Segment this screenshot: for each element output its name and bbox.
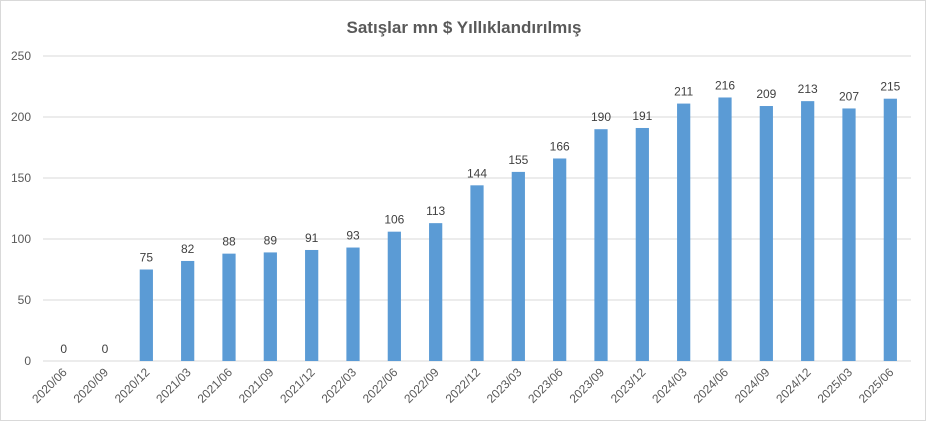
y-tick-label: 250 xyxy=(11,49,31,63)
bar xyxy=(305,249,319,361)
bar xyxy=(387,231,401,361)
data-label: 211 xyxy=(674,85,693,99)
bar xyxy=(429,223,443,361)
data-label: 106 xyxy=(384,213,404,227)
x-tick-label: 2020/06 xyxy=(29,365,70,406)
data-label: 207 xyxy=(839,89,859,103)
x-tick-label: 2025/06 xyxy=(856,365,897,406)
bar xyxy=(635,127,649,361)
x-tick-label: 2024/06 xyxy=(691,365,732,406)
data-label: 113 xyxy=(426,204,445,218)
x-tick-label: 2021/12 xyxy=(277,365,318,406)
bars xyxy=(139,97,897,362)
bar xyxy=(181,260,195,361)
bar xyxy=(139,269,153,361)
data-label: 213 xyxy=(798,82,818,96)
x-tick-label: 2023/12 xyxy=(608,365,649,406)
data-label: 166 xyxy=(550,139,570,153)
y-tick-label: 0 xyxy=(24,354,31,368)
bar xyxy=(594,129,608,361)
x-tick-label: 2022/03 xyxy=(319,365,360,406)
data-label: 0 xyxy=(102,342,109,356)
chart-title: Satışlar mn $ Yıllıklandırılmış xyxy=(347,18,582,37)
bar xyxy=(801,101,815,361)
bar xyxy=(842,108,856,362)
x-tick-label: 2021/06 xyxy=(195,365,236,406)
data-label: 89 xyxy=(264,233,278,247)
data-label: 82 xyxy=(181,242,195,256)
bar xyxy=(677,103,691,361)
bar xyxy=(883,98,897,361)
data-label: 144 xyxy=(467,166,487,180)
x-tick-label: 2022/06 xyxy=(360,365,401,406)
data-labels: 0 0 75 82 88 89 91 93 106 113 144 155 166 190 191 211 21… xyxy=(60,78,900,356)
y-tick-label: 200 xyxy=(11,110,31,124)
data-label: 209 xyxy=(756,87,776,101)
x-tick-label: 2024/03 xyxy=(649,365,690,406)
x-tick-label: 2025/03 xyxy=(815,365,856,406)
x-tick-label: 2023/09 xyxy=(567,365,608,406)
data-label: 0 xyxy=(60,342,67,356)
x-tick-label: 2021/09 xyxy=(236,365,277,406)
x-tick-label: 2020/09 xyxy=(71,365,112,406)
data-label: 91 xyxy=(305,231,319,245)
bar xyxy=(346,247,360,361)
data-label: 216 xyxy=(715,78,735,92)
bar xyxy=(553,158,567,361)
y-tick-label: 100 xyxy=(11,232,31,246)
x-axis-ticks: 2020/06 2020/09 2020/12 2021/03 2021/06 2021/… xyxy=(29,365,896,406)
x-tick-label: 2022/12 xyxy=(443,365,484,406)
data-label: 93 xyxy=(346,229,360,243)
y-axis-ticks: 0 50 100 150 200 250 xyxy=(11,49,31,368)
data-label: 190 xyxy=(591,110,611,124)
x-tick-label: 2021/03 xyxy=(153,365,194,406)
bar xyxy=(511,171,525,361)
x-tick-label: 2020/12 xyxy=(112,365,153,406)
data-label: 88 xyxy=(222,235,236,249)
x-tick-label: 2024/12 xyxy=(773,365,814,406)
y-tick-label: 150 xyxy=(11,171,31,185)
y-tick-label: 50 xyxy=(18,293,32,307)
data-label: 75 xyxy=(140,251,154,265)
bar xyxy=(718,97,732,361)
x-tick-label: 2023/06 xyxy=(525,365,566,406)
x-tick-label: 2023/03 xyxy=(484,365,525,406)
x-tick-label: 2024/09 xyxy=(732,365,773,406)
bar xyxy=(222,253,236,361)
data-label: 191 xyxy=(632,109,652,123)
bar xyxy=(263,252,277,361)
data-label: 215 xyxy=(880,80,900,94)
data-label: 155 xyxy=(508,153,528,167)
bar xyxy=(470,185,484,361)
x-tick-label: 2022/09 xyxy=(401,365,442,406)
bar xyxy=(759,106,773,362)
